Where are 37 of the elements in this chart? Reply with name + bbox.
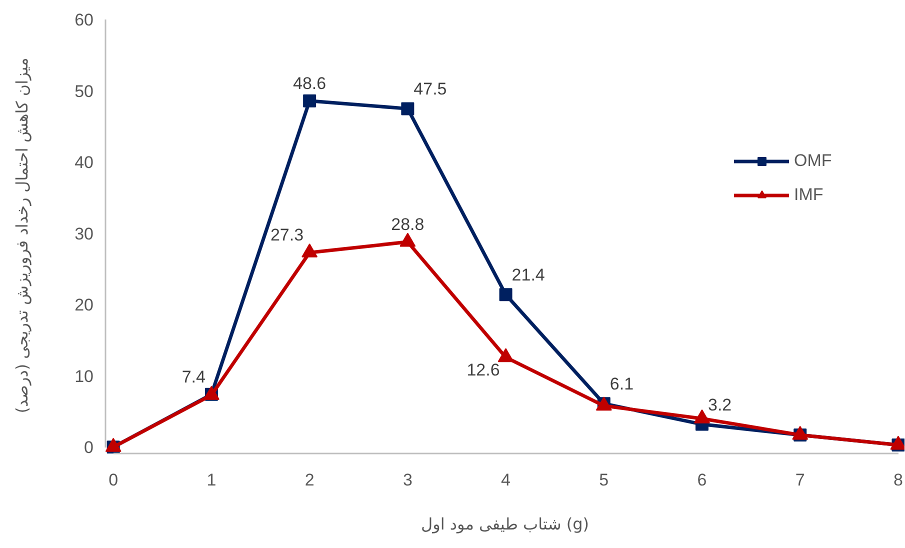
y-tick-label: 0	[84, 438, 94, 458]
point	[302, 243, 318, 258]
y-tick-label: 10	[74, 366, 94, 386]
point	[400, 232, 416, 247]
data-label: 12.6	[466, 360, 500, 380]
data-label: 47.5	[414, 80, 447, 99]
y-tick-label: 40	[74, 153, 94, 172]
data-label: 6.1	[610, 374, 634, 394]
data-label: 48.6	[293, 74, 326, 93]
point	[401, 102, 414, 116]
data-label: 27.3	[270, 226, 304, 245]
data-label: 28.8	[391, 214, 424, 234]
x-tick-label: 1	[206, 470, 216, 490]
x-tick-label: 6	[697, 470, 707, 490]
point	[498, 348, 514, 362]
y-tick-label: 50	[74, 82, 94, 101]
data-label: 7.4	[182, 367, 206, 386]
point	[303, 94, 316, 108]
x-tick-label: 8	[893, 470, 903, 490]
point	[694, 409, 710, 424]
y-tick-label: 20	[74, 296, 94, 315]
point	[106, 438, 122, 452]
legend-label: OMF	[794, 151, 832, 171]
y-axis-title: میزان کاهش احتمال رخداد فروریزش تدریجی (درصد)	[12, 58, 32, 414]
x-tick-label: 7	[795, 470, 805, 490]
y-tick-label: 30	[74, 224, 94, 244]
x-tick-label: 3	[402, 470, 412, 490]
x-tick-label: 5	[599, 470, 609, 490]
data-label: 21.4	[512, 266, 545, 285]
x-axis-title: شتاب طیفی مود اول (g)	[421, 514, 589, 534]
point	[792, 426, 808, 440]
y-tick-label: 60	[74, 10, 94, 30]
x-tick-label: 0	[108, 470, 118, 490]
x-tick-label: 2	[304, 470, 314, 490]
legend-label: IMF	[794, 185, 824, 205]
data-label: 3.2	[708, 395, 732, 414]
x-tick-label: 4	[501, 470, 511, 490]
